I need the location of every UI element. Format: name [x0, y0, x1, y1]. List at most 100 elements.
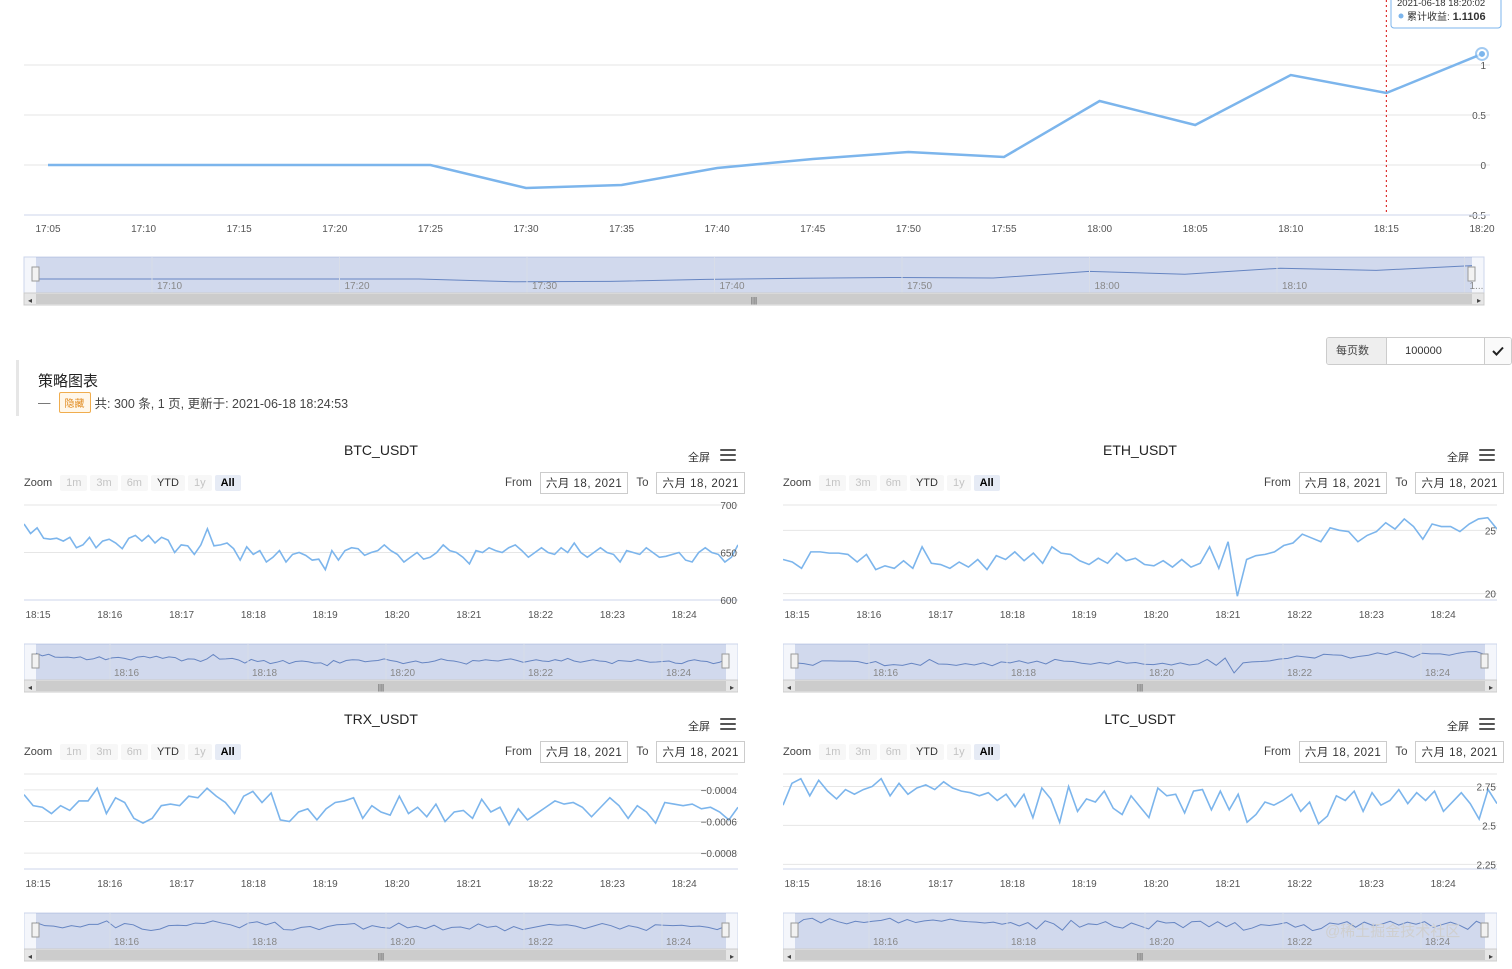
x-tick-label: 18:18: [1000, 879, 1025, 890]
zoom-all-button[interactable]: All: [214, 744, 241, 760]
x-tick-label: 17:30: [513, 224, 538, 235]
from-date-input[interactable]: 六月 18, 2021: [1298, 472, 1388, 494]
hamburger-menu-icon[interactable]: [720, 449, 736, 461]
hover-point-inner: [1479, 50, 1485, 57]
x-tick-label: 17:25: [418, 224, 443, 235]
navigator-handle[interactable]: [31, 653, 40, 669]
x-tick-label: 18:15: [784, 879, 809, 890]
trx-usdt-chart-title: TRX_USDT: [344, 711, 418, 727]
ltc-usdt-chart-title: LTC_USDT: [1104, 711, 1176, 727]
from-date-input[interactable]: 六月 18, 2021: [539, 741, 629, 763]
fullscreen-button[interactable]: 全屏: [1447, 452, 1469, 464]
zoom-1y-button[interactable]: 1y: [187, 744, 212, 760]
navigator-label: 18:22: [528, 668, 553, 679]
x-tick-label: 17:45: [800, 224, 825, 235]
zoom-3m-button[interactable]: 3m: [90, 475, 118, 491]
from-label: From: [505, 746, 532, 758]
per-page-confirm-button[interactable]: [1484, 338, 1511, 364]
collapse-dash[interactable]: —: [38, 395, 51, 410]
x-tick-label: 18:15: [25, 610, 50, 621]
navigator-label: 17:20: [345, 281, 370, 292]
navigator-handle[interactable]: [790, 922, 799, 938]
fullscreen-button[interactable]: 全屏: [688, 452, 710, 464]
zoom-row: Zoom 1m 3m 6m YTD 1y All: [24, 475, 244, 491]
zoom-1m-button[interactable]: 1m: [819, 475, 847, 491]
from-date-input[interactable]: 六月 18, 2021: [1298, 741, 1388, 763]
to-date-input[interactable]: 六月 18, 2021: [656, 472, 745, 494]
hide-button[interactable]: 隐藏: [58, 392, 91, 413]
y-tick-label: 600: [720, 596, 737, 607]
to-date-input[interactable]: 六月 18, 2021: [656, 741, 745, 763]
eth-usdt-chart: 25 20 18:15 18:16 18:17 18:18 18:19 18:20 18:21 1…: [783, 504, 1497, 693]
zoom-6m-button[interactable]: 6m: [879, 744, 907, 760]
zoom-3m-button[interactable]: 3m: [90, 744, 118, 760]
navigator-handle[interactable]: [31, 266, 40, 282]
to-date-input[interactable]: 六月 18, 2021: [1415, 741, 1504, 763]
navigator-mask: [795, 644, 1485, 680]
zoom-ytd-button[interactable]: YTD: [150, 744, 185, 760]
zoom-1y-button[interactable]: 1y: [187, 475, 212, 491]
navigator-handle[interactable]: [721, 653, 730, 669]
navigator-label: 18:18: [1011, 937, 1036, 948]
strategy-title: 策略图表: [38, 373, 99, 390]
navigator-label: 17:30: [532, 281, 557, 292]
x-tick-label: 17:40: [705, 224, 730, 235]
zoom-3m-button[interactable]: 3m: [849, 744, 877, 760]
date-range: From 六月 18, 2021 To 六月 18, 2021: [1264, 472, 1504, 494]
zoom-all-button[interactable]: All: [973, 744, 1000, 760]
navigator-handle[interactable]: [721, 922, 730, 938]
zoom-label: Zoom: [24, 477, 53, 489]
navigator-handle[interactable]: [790, 653, 799, 669]
scroll-right-arrow: ▸: [730, 683, 734, 692]
x-tick-label: 18:24: [1431, 879, 1456, 890]
zoom-ytd-button[interactable]: YTD: [909, 744, 944, 760]
navigator-handle[interactable]: [31, 922, 40, 938]
zoom-all-button[interactable]: All: [973, 475, 1000, 491]
zoom-ytd-button[interactable]: YTD: [150, 475, 185, 491]
navigator-label: 18:18: [1011, 668, 1036, 679]
zoom-1m-button[interactable]: 1m: [60, 744, 88, 760]
navigator-handle[interactable]: [1467, 266, 1476, 282]
navigator-handle[interactable]: [1480, 922, 1489, 938]
from-label: From: [505, 477, 532, 489]
from-label: From: [1264, 746, 1291, 758]
navigator-handle[interactable]: [1480, 653, 1489, 669]
fullscreen-button[interactable]: 全屏: [1447, 721, 1469, 733]
navigator-mask: [36, 257, 1472, 293]
hamburger-menu-icon[interactable]: [1479, 449, 1495, 461]
scroll-left-arrow: ◂: [787, 952, 791, 961]
hamburger-menu-icon[interactable]: [720, 718, 736, 730]
navigator-label: 18:22: [528, 937, 553, 948]
x-tick-label: 17:15: [227, 224, 252, 235]
y-tick-label: 2.5: [1482, 821, 1496, 832]
zoom-6m-button[interactable]: 6m: [879, 475, 907, 491]
zoom-1y-button[interactable]: 1y: [946, 475, 971, 491]
navigator-bg: [783, 912, 1497, 950]
fullscreen-button[interactable]: 全屏: [688, 721, 710, 733]
strategy-info-row: — 隐藏 共: 300 条, 1 页, 更新于: 2021-06-18 18:2…: [38, 392, 348, 413]
hamburger-menu-icon[interactable]: [1479, 718, 1495, 730]
zoom-all-button[interactable]: All: [214, 475, 241, 491]
to-date-input[interactable]: 六月 18, 2021: [1415, 472, 1504, 494]
per-page-input[interactable]: 100000: [1387, 338, 1485, 364]
x-tick-label: 18:10: [1278, 224, 1303, 235]
zoom-6m-button[interactable]: 6m: [120, 744, 148, 760]
zoom-6m-button[interactable]: 6m: [120, 475, 148, 491]
btc-usdt-chart-title: BTC_USDT: [344, 442, 418, 458]
zoom-label: Zoom: [783, 746, 812, 758]
zoom-1y-button[interactable]: 1y: [946, 744, 971, 760]
from-date-input[interactable]: 六月 18, 2021: [539, 472, 629, 494]
x-tick-label: 18:18: [241, 610, 266, 621]
zoom-1m-button[interactable]: 1m: [60, 475, 88, 491]
y-tick-label: 25: [1485, 526, 1497, 537]
x-tick-label: 18:21: [1215, 610, 1240, 621]
scroll-right-arrow: ▸: [730, 952, 734, 961]
from-label: From: [1264, 477, 1291, 489]
scrollbar-grip: |||: [378, 952, 384, 961]
zoom-3m-button[interactable]: 3m: [849, 475, 877, 491]
zoom-ytd-button[interactable]: YTD: [909, 475, 944, 491]
date-range: From 六月 18, 2021 To 六月 18, 2021: [505, 741, 745, 763]
navigator-label: 18:16: [873, 937, 898, 948]
zoom-1m-button[interactable]: 1m: [819, 744, 847, 760]
